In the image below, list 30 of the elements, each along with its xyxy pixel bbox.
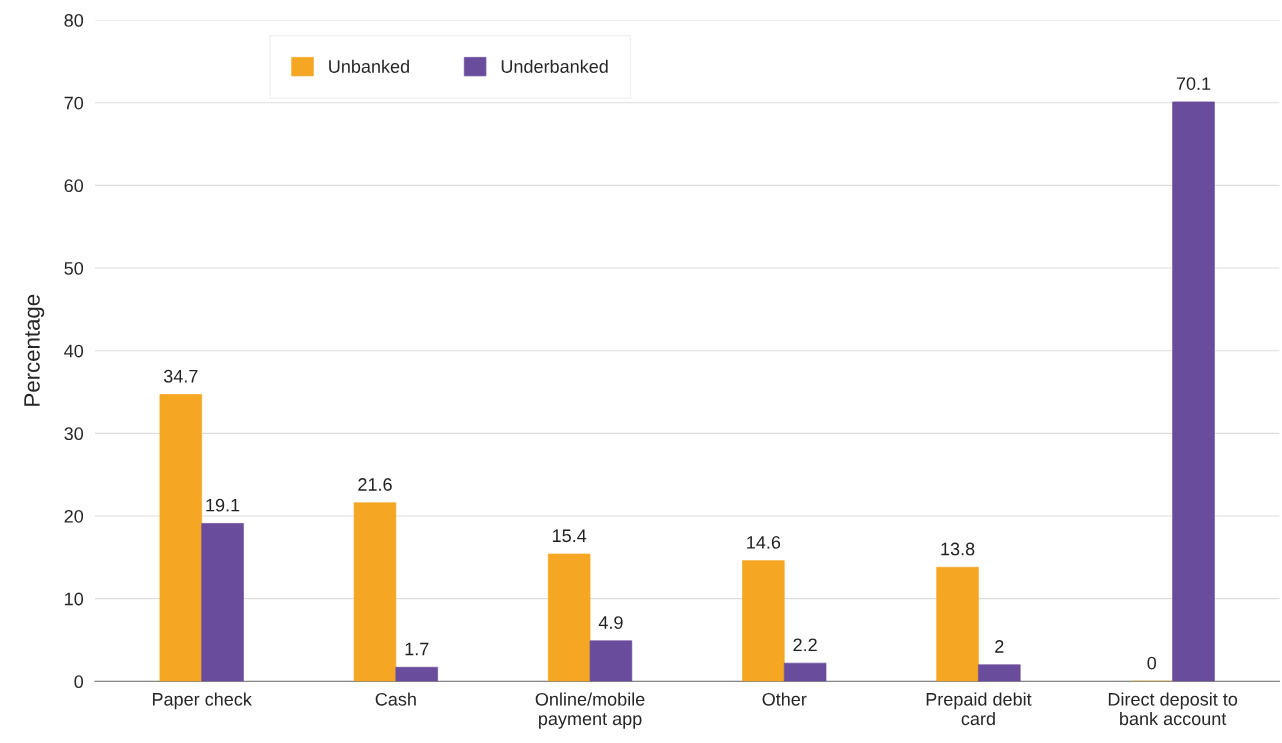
y-axis-title: Percentage	[24, 294, 45, 406]
data-label: 70.1	[1176, 77, 1211, 90]
x-tick-label: Online/mobile payment app	[535, 692, 645, 729]
y-tick-label: 80	[64, 14, 84, 27]
y-tick-label: 0	[74, 675, 84, 689]
data-label: 19.1	[206, 498, 240, 512]
data-label: 2.2	[793, 638, 817, 652]
data-label: 34.7	[163, 369, 198, 383]
x-tick-label: Prepaid debit card	[926, 692, 1032, 726]
y-tick-label: 20	[64, 509, 84, 523]
data-label: 1.7	[405, 642, 429, 656]
y-tick-label: 70	[64, 96, 84, 110]
y-tick-label: 50	[64, 261, 84, 275]
x-tick-label: Direct deposit to bank account	[1108, 692, 1238, 726]
data-label: 0	[1147, 656, 1157, 670]
y-tick-label: 30	[64, 427, 84, 441]
x-tick-label: Cash	[375, 692, 416, 706]
data-label: 14.6	[747, 535, 781, 549]
x-tick-label: Paper check	[152, 692, 252, 710]
legend-label: Unbanked	[329, 59, 409, 73]
data-label: 13.8	[941, 542, 975, 556]
y-tick-label: 60	[64, 179, 84, 193]
data-label: 4.9	[598, 616, 623, 629]
y-tick-label: 10	[65, 592, 84, 606]
legend-label: Underbanked	[501, 59, 608, 73]
x-tick-label: Other	[762, 692, 807, 706]
data-label: 15.4	[552, 529, 587, 543]
y-tick-label: 40	[64, 344, 84, 358]
data-label: 21.6	[358, 478, 392, 491]
data-label: 2	[995, 640, 1004, 653]
